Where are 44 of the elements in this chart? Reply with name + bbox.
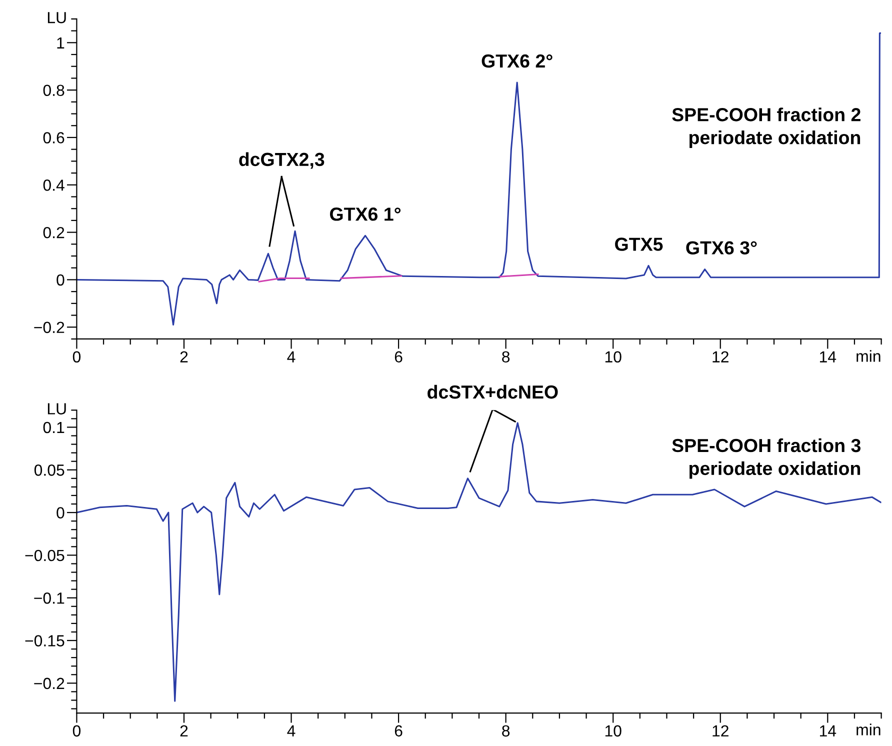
y-tick-label: −0.2: [34, 678, 64, 690]
y-tick-label: 0.05: [34, 464, 64, 476]
y-tick-label: −0.15: [25, 635, 64, 646]
y-tick-label: 0.6: [43, 132, 64, 144]
y-tick-label: 0: [56, 507, 64, 518]
x-tick-label: 6: [394, 351, 402, 363]
annotation: SPE-COOH fraction 2 periodate oxidation: [672, 108, 860, 148]
x-tick-label: 10: [605, 725, 622, 737]
annotation: dcSTX+dcNEO: [428, 384, 558, 399]
y-axis-title: LU: [48, 12, 66, 24]
y-axis-title: LU: [48, 403, 66, 414]
y-tick-label: −0.05: [25, 550, 64, 562]
annotation: GTX6 2°: [482, 54, 552, 68]
x-tick-label: 12: [712, 351, 728, 362]
y-tick-label: 0: [56, 274, 64, 286]
annotation: dcGTX2,3: [239, 152, 324, 169]
x-tick-label: 4: [287, 725, 296, 736]
x-tick-label: 6: [394, 725, 402, 737]
y-tick-label: 0.8: [43, 84, 64, 96]
y-tick-label: 0.4: [43, 180, 64, 191]
x-tick-label: 14: [820, 351, 836, 362]
annotation: GTX6 3°: [686, 241, 757, 254]
y-tick-label: −0.2: [34, 322, 64, 334]
x-tick-label: 14: [820, 725, 836, 736]
line-series: [76, 422, 882, 702]
x-axis-title: min: [856, 724, 880, 736]
annotation: GTX5: [615, 238, 663, 251]
y-tick-label: 0.2: [43, 226, 64, 238]
x-tick-label: 2: [180, 351, 188, 362]
x-tick-label: 2: [180, 725, 188, 736]
x-tick-label: 0: [72, 351, 81, 363]
annotation: GTX6 1°: [330, 208, 401, 221]
y-tick-label: 1: [57, 37, 64, 48]
y-tick-label: 0.1: [43, 422, 64, 434]
y-tick-label: −0.1: [34, 592, 64, 604]
x-tick-label: 10: [605, 351, 622, 363]
x-tick-label: 8: [502, 351, 510, 363]
x-axis-title: min: [856, 350, 880, 362]
line-series: [76, 32, 881, 326]
x-tick-label: 0: [72, 725, 81, 737]
x-tick-label: 8: [502, 725, 510, 737]
x-tick-label: 12: [712, 725, 728, 736]
annotation: SPE-COOH fraction 3 periodate oxidation: [672, 438, 861, 479]
x-tick-label: 4: [287, 351, 296, 362]
